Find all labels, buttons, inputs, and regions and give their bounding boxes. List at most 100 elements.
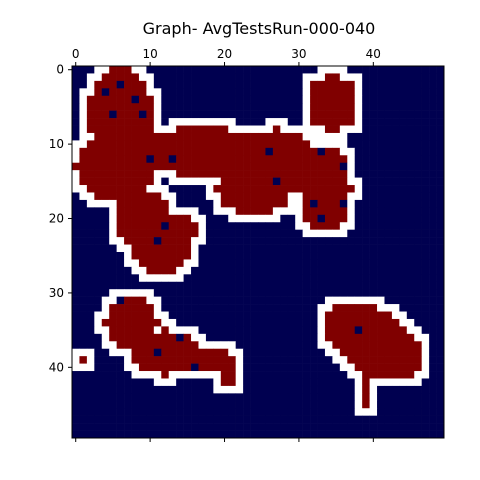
heatmap-cell — [94, 207, 103, 216]
heatmap-cell — [272, 311, 281, 320]
heatmap-cell — [235, 177, 244, 186]
heatmap-cell — [302, 415, 311, 424]
heatmap-cell — [369, 348, 378, 357]
heatmap-cell — [228, 281, 236, 290]
heatmap-cell — [287, 371, 296, 379]
heatmap-cell — [377, 214, 385, 223]
heatmap-cell — [213, 266, 222, 275]
heatmap-cell — [191, 192, 199, 201]
heatmap-cell — [131, 237, 140, 245]
heatmap-cell — [101, 400, 110, 409]
heatmap-cell — [369, 266, 378, 275]
heatmap-cell — [377, 252, 385, 260]
heatmap-cell — [191, 408, 199, 416]
heatmap-cell — [362, 118, 370, 126]
heatmap-cell — [280, 333, 289, 342]
heatmap-cell — [191, 155, 199, 164]
heatmap-cell — [101, 415, 110, 424]
heatmap-cell — [391, 356, 400, 364]
heatmap-cell — [109, 415, 117, 424]
heatmap-cell — [183, 214, 192, 223]
heatmap-cell — [406, 162, 415, 171]
heatmap-cell — [317, 73, 326, 82]
heatmap-cell — [384, 385, 393, 394]
heatmap-cell — [161, 385, 170, 394]
heatmap-cell — [347, 423, 356, 431]
heatmap-cell — [235, 259, 244, 268]
heatmap-cell — [280, 132, 289, 141]
heatmap-cell — [243, 423, 251, 431]
heatmap-cell — [198, 341, 207, 350]
heatmap-cell — [362, 244, 370, 253]
heatmap-cell — [235, 430, 244, 439]
heatmap-cell — [265, 326, 274, 335]
heatmap-cell — [79, 110, 88, 119]
heatmap-cell — [347, 281, 356, 290]
heatmap-cell — [205, 162, 214, 171]
heatmap-cell — [124, 244, 132, 253]
heatmap-cell — [153, 400, 162, 409]
heatmap-cell — [295, 80, 303, 89]
heatmap-cell — [280, 318, 289, 327]
heatmap-cell — [324, 199, 333, 208]
heatmap-cell — [168, 132, 177, 141]
heatmap-cell — [250, 155, 259, 164]
heatmap-cell — [168, 341, 177, 350]
heatmap-cell — [436, 348, 445, 357]
heatmap-cell — [161, 162, 170, 171]
heatmap-cell — [72, 207, 80, 216]
heatmap-cell — [280, 363, 289, 372]
heatmap-cell — [131, 103, 140, 111]
heatmap-cell — [272, 207, 281, 216]
heatmap-cell — [295, 341, 303, 350]
heatmap-cell — [250, 88, 259, 97]
heatmap-cell — [399, 318, 408, 327]
heatmap-cell — [339, 140, 348, 149]
heatmap-cell — [220, 88, 229, 97]
heatmap-cell — [324, 162, 333, 171]
heatmap-cell — [354, 400, 363, 409]
heatmap-cell — [109, 110, 117, 119]
heatmap-cell — [101, 103, 110, 111]
heatmap-cell — [176, 281, 184, 290]
heatmap-cell — [101, 185, 110, 193]
heatmap-cell — [295, 66, 303, 74]
heatmap-cell — [287, 229, 296, 238]
heatmap-cell — [324, 80, 333, 89]
heatmap-cell — [220, 289, 229, 297]
heatmap-cell — [198, 185, 207, 193]
heatmap-cell — [391, 162, 400, 171]
heatmap-cell — [101, 88, 110, 97]
heatmap-cell — [213, 318, 222, 327]
heatmap-cell — [414, 274, 422, 283]
heatmap-cell — [116, 326, 125, 335]
heatmap-cell — [310, 95, 318, 104]
heatmap-cell — [116, 170, 125, 178]
heatmap-cell — [198, 281, 207, 290]
heatmap-cell — [138, 199, 147, 208]
heatmap-cell — [436, 341, 445, 350]
heatmap-cell — [235, 73, 244, 82]
heatmap-cell — [124, 415, 132, 424]
heatmap-cell — [354, 170, 363, 178]
heatmap-cell — [258, 140, 266, 149]
heatmap-cell — [205, 326, 214, 335]
heatmap-cell — [347, 140, 356, 149]
x-axis-ticks: 0 10 20 30 40 — [72, 47, 381, 442]
heatmap-cell — [72, 192, 80, 201]
heatmap-cell — [250, 125, 259, 134]
heatmap-cell — [369, 341, 378, 350]
heatmap-cell — [79, 378, 88, 387]
heatmap-cell — [228, 88, 236, 97]
heatmap-cell — [354, 289, 363, 297]
heatmap-cell — [317, 177, 326, 186]
heatmap-cell — [436, 170, 445, 178]
heatmap-cell — [332, 252, 341, 260]
heatmap-cell — [258, 311, 266, 320]
heatmap-cell — [354, 259, 363, 268]
heatmap-cell — [124, 155, 132, 164]
heatmap-cell — [183, 125, 192, 134]
heatmap-cell — [94, 177, 103, 186]
heatmap-cell — [324, 88, 333, 97]
heatmap-cell — [116, 393, 125, 402]
